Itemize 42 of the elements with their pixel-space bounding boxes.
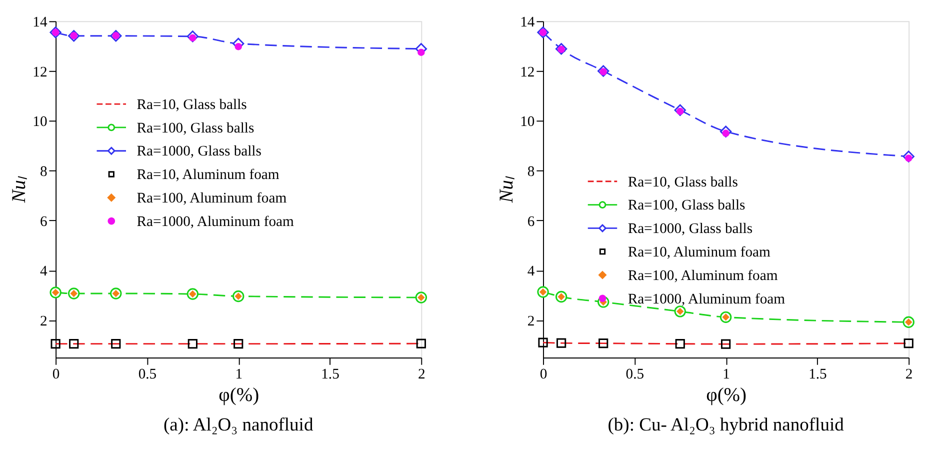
x-tick-label: 1 <box>235 366 243 382</box>
y-tick-label: 14 <box>32 14 48 31</box>
legend-label: Ra=10, Aluminum foam <box>628 244 772 260</box>
legend-label: Ra=1000, Aluminum foam <box>136 214 295 230</box>
y-tick-label: 12 <box>520 64 535 80</box>
y-tick-label: 2 <box>527 314 535 330</box>
x-tick-label: 0 <box>540 366 548 382</box>
y-tick-label: 8 <box>527 164 535 180</box>
legend-label: Ra=100, Aluminum foam <box>628 268 778 284</box>
y-tick-label: 14 <box>520 14 536 31</box>
y-tick-label: 8 <box>40 164 48 180</box>
y-tick-label: 4 <box>40 264 48 280</box>
x-axis-title: φ(%) <box>218 384 260 406</box>
x-tick-label: 2 <box>418 366 426 382</box>
legend-label: Ra=100, Glass balls <box>136 120 254 136</box>
x-tick-label: 1.5 <box>321 366 340 382</box>
y-tick-label: 6 <box>40 214 48 230</box>
legend-label: Ra=100, Glass balls <box>628 198 746 214</box>
text: (a): Al₂O₃ nanofluid <box>164 414 314 436</box>
legend-label: Ra=1000, Glass balls <box>628 221 753 238</box>
y-tick-label: 6 <box>527 214 535 230</box>
x-tick-label: 0.5 <box>626 366 644 382</box>
legend-label: Ra=1000, Aluminum foam <box>628 291 786 308</box>
y-tick-label: 10 <box>520 114 535 130</box>
y-axis-title: Nuₗ <box>496 176 518 204</box>
text: (b): Cu- Al₂O₃ hybrid nanofluid <box>608 414 845 436</box>
x-tick-label: 1 <box>722 366 730 382</box>
legend-label: Ra=10, Glass balls <box>136 96 248 113</box>
y-tick-label: 12 <box>32 64 48 80</box>
legend-label: Ra=10, Glass balls <box>628 174 738 190</box>
x-axis-title: φ(%) <box>706 384 747 406</box>
legend-label: Ra=100, Aluminum foam <box>136 190 288 207</box>
y-tick-label: 4 <box>527 264 536 280</box>
y-tick-label: 10 <box>32 114 48 130</box>
x-tick-label: 1.5 <box>808 366 827 382</box>
x-tick-label: 0 <box>52 366 60 382</box>
x-tick-label: 2 <box>905 366 913 382</box>
legend-label: Ra=1000, Glass balls <box>136 144 262 160</box>
y-tick-label: 2 <box>40 314 48 330</box>
legend-label: Ra=10, Aluminum foam <box>136 167 280 184</box>
y-axis-title: Nuₗ <box>8 176 30 204</box>
x-tick-label: 0.5 <box>138 366 157 382</box>
